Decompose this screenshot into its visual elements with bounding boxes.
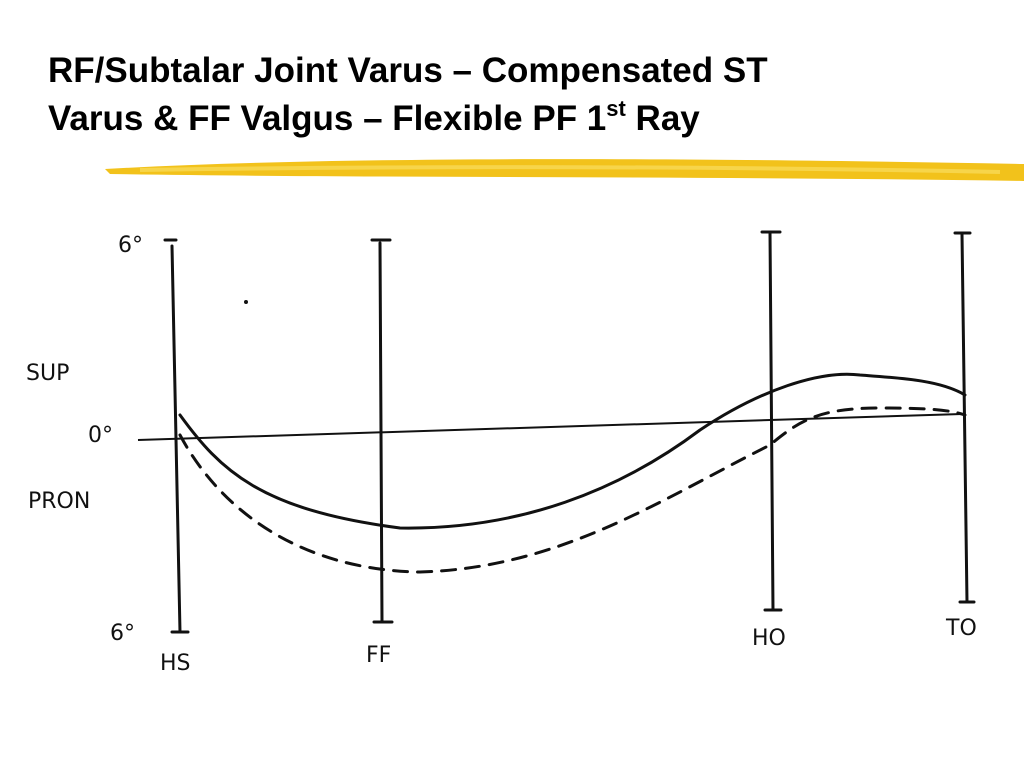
dot <box>244 300 248 304</box>
title-line-2: Varus & FF Valgus – Flexible PF 1st Ray <box>48 96 700 138</box>
diagram <box>137 230 976 634</box>
solid-curve <box>178 372 967 530</box>
title-line-1: RF/Subtalar Joint Varus – Compensated ST <box>48 51 768 90</box>
title-superscript: st <box>606 96 626 121</box>
x-label: HO <box>752 626 786 651</box>
x-label: FF <box>366 643 391 668</box>
y-label-bottom: 6° <box>110 621 135 646</box>
y-label-top: 6° <box>118 233 143 258</box>
x-label: HS <box>160 651 191 676</box>
to-line <box>960 232 969 604</box>
highlight-stroke <box>105 159 1024 181</box>
y-label-zero: 0° <box>88 423 113 448</box>
y-label-sup: SUP <box>26 361 69 386</box>
title-text-end: Ray <box>626 99 700 138</box>
baseline <box>137 413 963 441</box>
y-label-pron: PRON <box>28 489 90 514</box>
title-text: Varus & FF Valgus – Flexible PF 1 <box>48 99 606 138</box>
dashed-curve <box>178 406 967 574</box>
x-label: TO <box>945 616 977 641</box>
highlight-streak <box>139 165 1001 174</box>
